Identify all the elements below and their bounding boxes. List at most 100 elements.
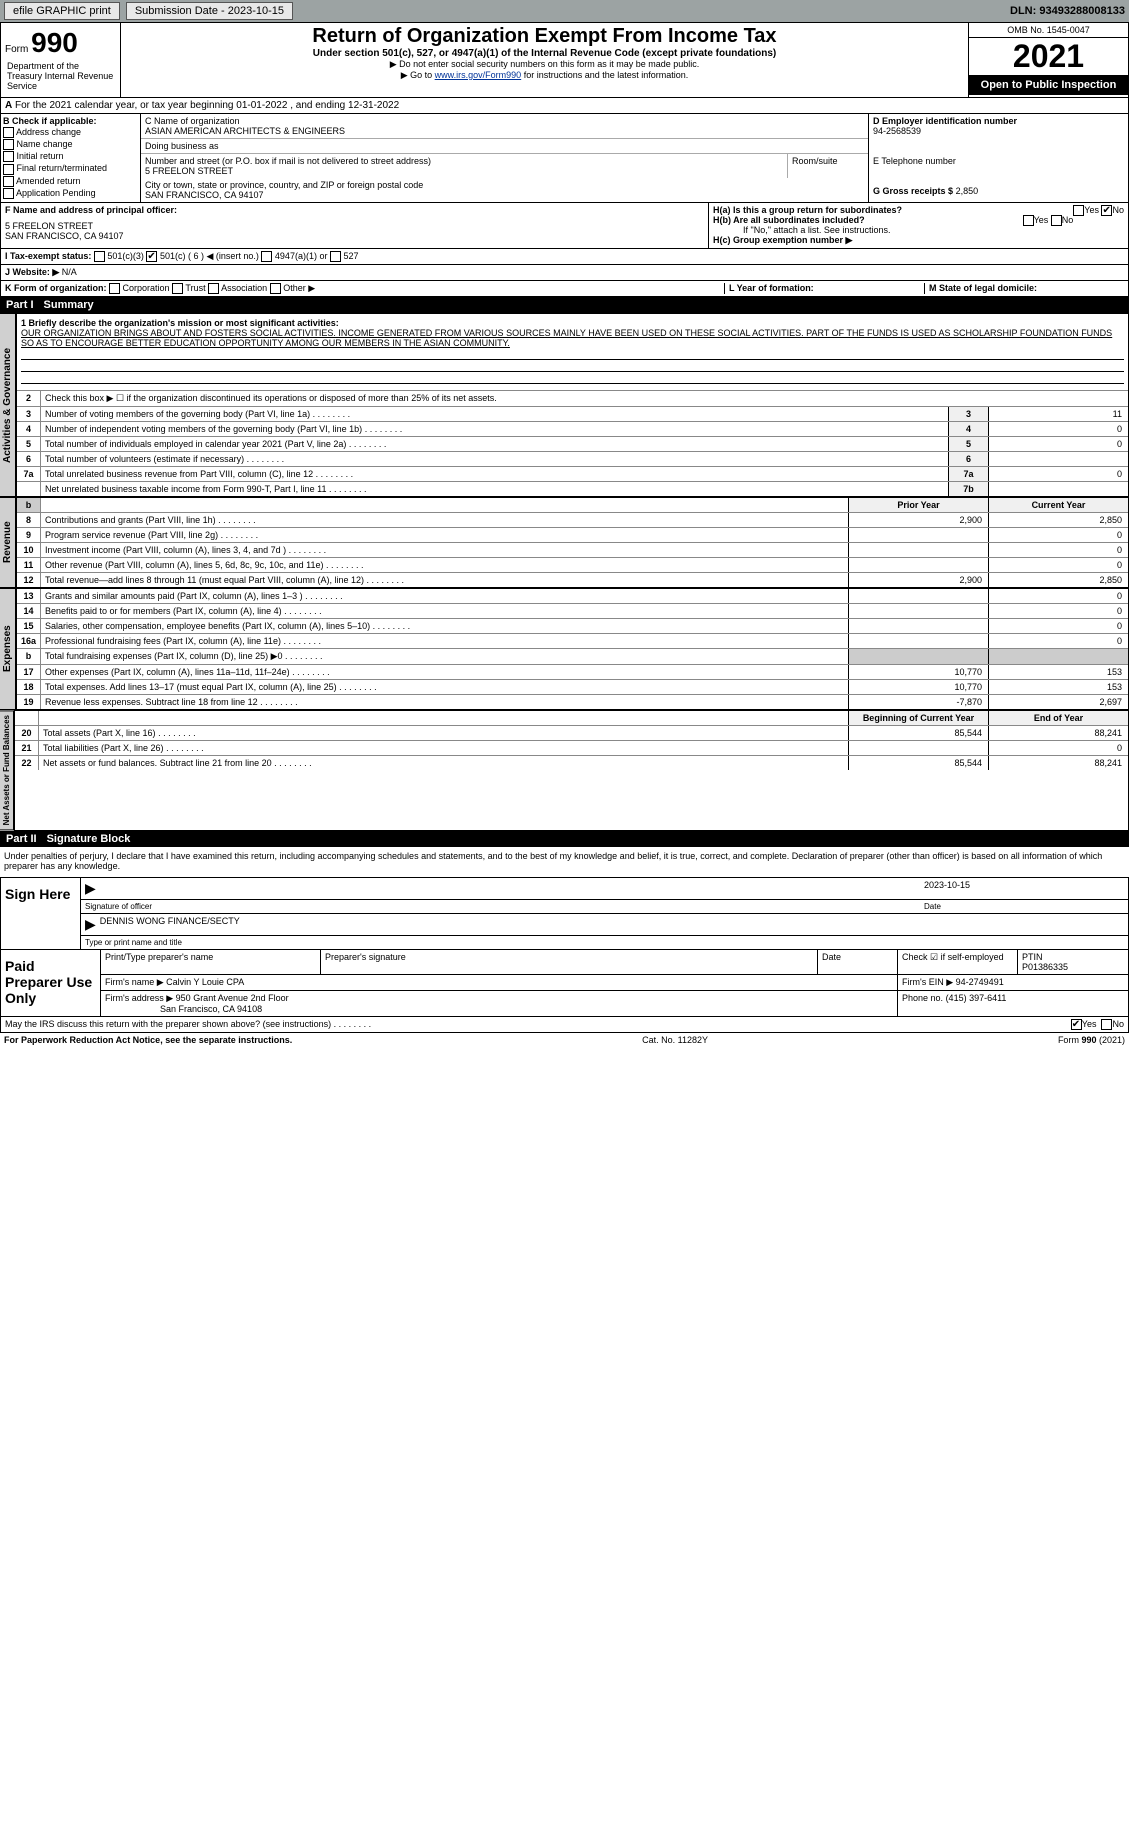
f-label: F Name and address of principal officer: [5, 205, 177, 215]
k-corp: Corporation [123, 283, 170, 293]
part1-title: Summary [44, 299, 94, 311]
part2-label: Part II [6, 833, 37, 845]
chk-address[interactable]: Address change [3, 127, 138, 138]
chk-initial[interactable]: Initial return [3, 151, 138, 162]
form-footer: Form 990 (2021) [1058, 1035, 1125, 1045]
sig-date: 2023-10-15 [924, 880, 1124, 897]
f-addr2: SAN FRANCISCO, CA 94107 [5, 231, 704, 241]
i-label: I Tax-exempt status: [5, 251, 91, 261]
ein-value: 94-2568539 [873, 126, 1124, 136]
k-assoc: Association [221, 283, 267, 293]
table-row: 14Benefits paid to or for members (Part … [17, 604, 1128, 619]
i-501c3: 501(c)(3) [107, 251, 144, 261]
end-year-hdr: End of Year [988, 711, 1128, 725]
chk-amended[interactable]: Amended return [3, 176, 138, 187]
k-other: Other ▶ [283, 283, 315, 293]
part1-label: Part I [6, 299, 34, 311]
part2-header: Part II Signature Block [0, 831, 1129, 847]
footer: For Paperwork Reduction Act Notice, see … [0, 1033, 1129, 1047]
table-row: 7aTotal unrelated business revenue from … [17, 467, 1128, 482]
table-row: 9Program service revenue (Part VIII, lin… [17, 528, 1128, 543]
ha-no: No [1112, 205, 1124, 215]
governance-label: Activities & Governance [0, 313, 16, 497]
preparer-block: Paid Preparer Use Only Print/Type prepar… [0, 950, 1129, 1017]
form-header: Form 990 Department of the Treasury Inte… [0, 22, 1129, 98]
k-trust: Trust [185, 283, 205, 293]
dept-treasury: Department of the Treasury Internal Reve… [5, 59, 116, 93]
b-title: B Check if applicable: [3, 116, 97, 126]
irs-link[interactable]: www.irs.gov/Form990 [435, 70, 522, 80]
firm-addr1: 950 Grant Avenue 2nd Floor [176, 993, 289, 1003]
firm-ein: 94-2749491 [956, 977, 1004, 987]
revenue-label: Revenue [0, 497, 16, 588]
discuss-row: May the IRS discuss this return with the… [0, 1017, 1129, 1033]
table-row: 6Total number of volunteers (estimate if… [17, 452, 1128, 467]
open-public: Open to Public Inspection [969, 75, 1128, 95]
i-527: 527 [343, 251, 358, 261]
firm-name: Calvin Y Louie CPA [166, 977, 244, 987]
dba-label: Doing business as [145, 141, 864, 151]
type-label: Type or print name and title [81, 936, 1128, 949]
sig-officer-label: Signature of officer [85, 902, 924, 911]
table-row: 11Other revenue (Part VIII, column (A), … [17, 558, 1128, 573]
section-fh: F Name and address of principal officer:… [0, 203, 1129, 249]
firm-addr-label: Firm's address ▶ [105, 993, 173, 1003]
prior-year-hdr: Prior Year [848, 498, 988, 512]
table-row: 3Number of voting members of the governi… [17, 407, 1128, 422]
section-f: F Name and address of principal officer:… [1, 203, 708, 248]
phone-value: (415) 397-6411 [946, 993, 1007, 1003]
j-label: J Website: ▶ [5, 267, 59, 278]
chk-name[interactable]: Name change [3, 139, 138, 150]
firm-addr2: San Francisco, CA 94108 [160, 1004, 262, 1014]
k-label: K Form of organization: [5, 283, 107, 293]
officer-name: DENNIS WONG FINANCE/SECTY [100, 916, 240, 933]
discuss-text: May the IRS discuss this return with the… [5, 1019, 1071, 1030]
sign-here-label: Sign Here [1, 878, 81, 949]
efile-button[interactable]: efile GRAPHIC print [4, 2, 120, 20]
line-a: A For the 2021 calendar year, or tax yea… [0, 98, 1129, 114]
cat-no: Cat. No. 11282Y [642, 1035, 708, 1045]
arrow-icon: ▶ [85, 880, 96, 897]
table-row: 15Salaries, other compensation, employee… [17, 619, 1128, 634]
goto-suffix: for instructions and the latest informat… [524, 70, 689, 80]
section-h: H(a) Is this a group return for subordin… [708, 203, 1128, 248]
table-row: 12Total revenue—add lines 8 through 11 (… [17, 573, 1128, 587]
sign-here-block: Sign Here ▶ 2023-10-15 Signature of offi… [0, 877, 1129, 950]
part2-title: Signature Block [47, 833, 131, 845]
ha-label: H(a) Is this a group return for subordin… [713, 205, 902, 215]
d-label: D Employer identification number [873, 116, 1017, 126]
firm-ein-label: Firm's EIN ▶ [902, 977, 953, 987]
j-value: N/A [62, 267, 77, 278]
curr-year-hdr: Current Year [988, 498, 1128, 512]
line-a-text: For the 2021 calendar year, or tax year … [15, 100, 399, 111]
m-label: M State of legal domicile: [929, 283, 1037, 293]
table-row: 22Net assets or fund balances. Subtract … [15, 756, 1128, 770]
table-row: 19Revenue less expenses. Subtract line 1… [17, 695, 1128, 709]
arrow-icon: ▶ [85, 916, 96, 933]
section-bcde: B Check if applicable: Address change Na… [0, 114, 1129, 203]
c-name-label: C Name of organization [145, 116, 864, 126]
tax-year: 2021 [969, 38, 1128, 75]
omb-number: OMB No. 1545-0047 [969, 23, 1128, 38]
section-j-row: J Website: ▶ N/A [0, 265, 1129, 281]
i-4947: 4947(a)(1) or [275, 251, 328, 261]
prep-sig-label: Preparer's signature [321, 950, 818, 974]
e-label: E Telephone number [873, 156, 1124, 166]
paperwork-note: For Paperwork Reduction Act Notice, see … [4, 1035, 292, 1045]
table-row: 18Total expenses. Add lines 13–17 (must … [17, 680, 1128, 695]
chk-final[interactable]: Final return/terminated [3, 163, 138, 174]
title-box: Return of Organization Exempt From Incom… [121, 23, 968, 97]
chk-pending[interactable]: Application Pending [3, 188, 138, 199]
hb-note: If "No," attach a list. See instructions… [713, 225, 1124, 235]
form-990: 990 [31, 27, 78, 58]
dln: DLN: 93493288008133 [1010, 5, 1125, 17]
prep-date-label: Date [818, 950, 898, 974]
ha-yes: Yes [1084, 205, 1099, 215]
city-value: SAN FRANCISCO, CA 94107 [145, 190, 864, 200]
table-row: Net unrelated business taxable income fr… [17, 482, 1128, 496]
table-row: 8Contributions and grants (Part VIII, li… [17, 513, 1128, 528]
submission-button[interactable]: Submission Date - 2023-10-15 [126, 2, 293, 20]
check-self: Check ☑ if self-employed [898, 950, 1018, 974]
discuss-yes: Yes [1082, 1019, 1097, 1030]
table-row: 17Other expenses (Part IX, column (A), l… [17, 665, 1128, 680]
